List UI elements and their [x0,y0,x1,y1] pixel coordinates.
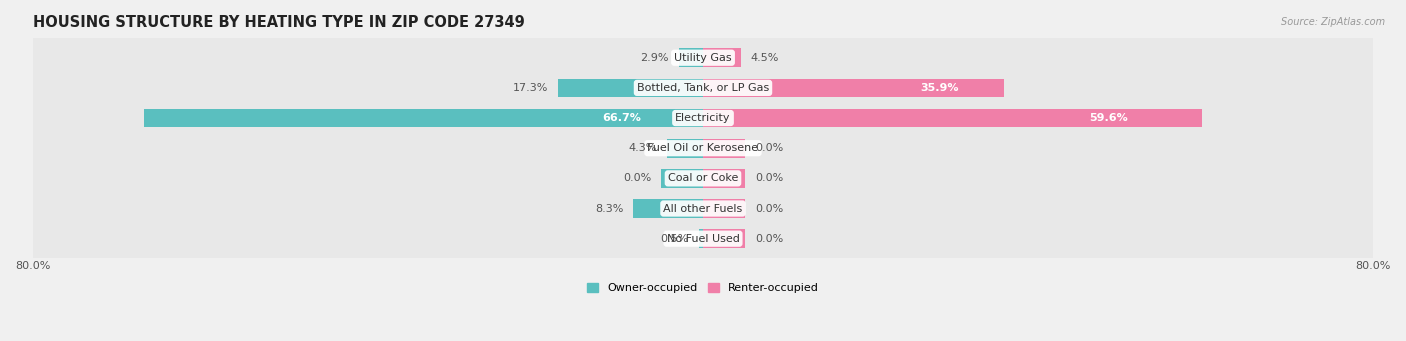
Text: 0.0%: 0.0% [755,173,783,183]
FancyBboxPatch shape [30,54,1376,122]
Text: Utility Gas: Utility Gas [675,53,731,63]
Text: 0.0%: 0.0% [755,234,783,244]
Bar [699,229,703,248]
Bar [558,78,703,97]
FancyBboxPatch shape [30,175,1376,242]
Text: 0.0%: 0.0% [755,204,783,213]
Text: 4.3%: 4.3% [628,143,657,153]
Text: 35.9%: 35.9% [920,83,959,93]
Bar [634,199,703,218]
Bar [703,169,745,188]
Text: 4.5%: 4.5% [751,53,779,63]
Bar [703,199,745,218]
Text: Fuel Oil or Kerosene: Fuel Oil or Kerosene [647,143,759,153]
Text: 0.0%: 0.0% [755,143,783,153]
FancyBboxPatch shape [30,115,1376,182]
FancyBboxPatch shape [30,24,1376,91]
Text: Source: ZipAtlas.com: Source: ZipAtlas.com [1281,17,1385,27]
FancyBboxPatch shape [30,205,1376,272]
Bar [703,48,741,67]
Text: No Fuel Used: No Fuel Used [666,234,740,244]
Text: 66.7%: 66.7% [602,113,641,123]
Text: 59.6%: 59.6% [1088,113,1128,123]
Bar [661,169,703,188]
Text: HOUSING STRUCTURE BY HEATING TYPE IN ZIP CODE 27349: HOUSING STRUCTURE BY HEATING TYPE IN ZIP… [32,15,524,30]
Text: 17.3%: 17.3% [513,83,548,93]
Bar [679,48,703,67]
Legend: Owner-occupied, Renter-occupied: Owner-occupied, Renter-occupied [582,279,824,298]
Text: 8.3%: 8.3% [595,204,623,213]
Bar [703,109,1202,128]
Bar [666,139,703,158]
Bar [145,109,703,128]
Text: Bottled, Tank, or LP Gas: Bottled, Tank, or LP Gas [637,83,769,93]
Bar [703,78,1004,97]
Text: All other Fuels: All other Fuels [664,204,742,213]
Bar [703,229,745,248]
Text: 0.5%: 0.5% [661,234,689,244]
Text: Electricity: Electricity [675,113,731,123]
Text: 0.0%: 0.0% [623,173,651,183]
FancyBboxPatch shape [30,145,1376,212]
Bar [703,139,745,158]
Text: 2.9%: 2.9% [640,53,669,63]
FancyBboxPatch shape [30,84,1376,152]
Text: Coal or Coke: Coal or Coke [668,173,738,183]
